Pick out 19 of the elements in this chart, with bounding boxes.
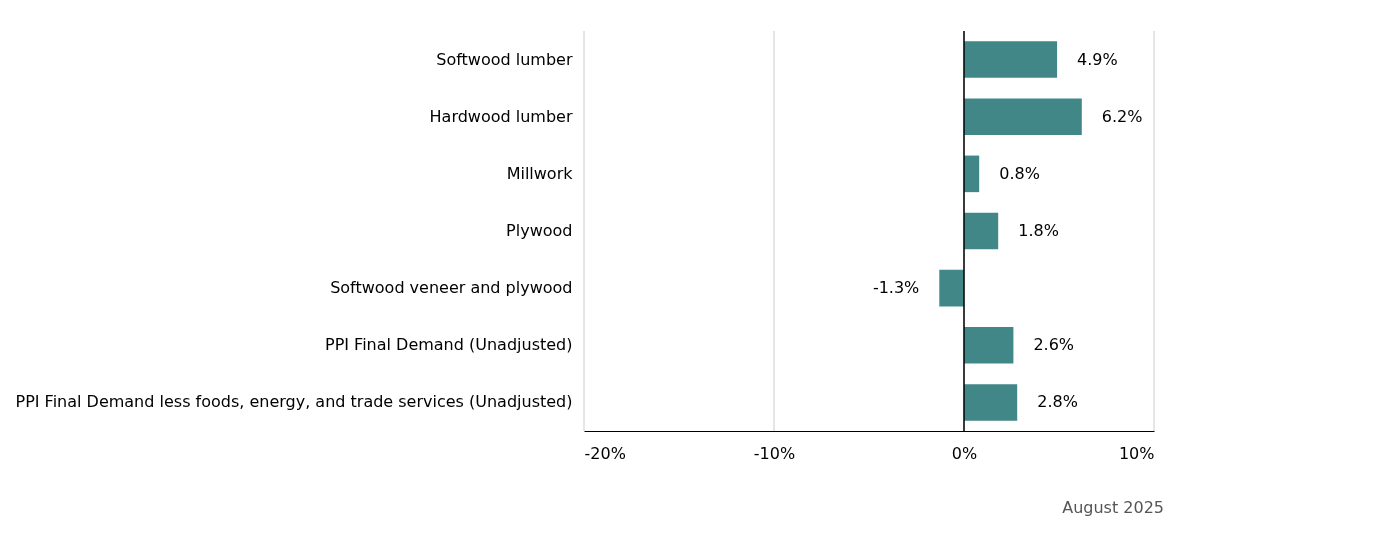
y-tick-label: Softwood lumber — [436, 49, 573, 69]
data-label: 2.6% — [1033, 335, 1075, 355]
data-label: -1.3% — [872, 278, 920, 298]
y-tick-label: PPI Final Demand less foods, energy, and trade services (Unadjusted) — [15, 392, 573, 412]
data-label: 1.8% — [1018, 221, 1059, 240]
data-label: 4.9% — [1077, 49, 1118, 69]
data-label: 0.8% — [999, 163, 1040, 183]
y-tick-label: Softwood veneer and plywood — [330, 278, 573, 298]
x-tick-label: 10% — [1118, 443, 1155, 463]
y-tick-label: Hardwood lumber — [429, 106, 573, 126]
x-tick-label: 0% — [951, 443, 978, 463]
y-tick-label: Millwork — [506, 163, 574, 183]
y-tick-label: PPI Final Demand (Unadjusted) — [325, 335, 573, 355]
y-tick-label: Plywood — [506, 221, 573, 240]
data-label: 6.2% — [1101, 106, 1143, 126]
data-label: 2.8% — [1037, 392, 1078, 412]
x-tick-label: -20% — [584, 443, 626, 463]
x-tick-label: -10% — [753, 443, 796, 463]
text: August 2025 — [1062, 498, 1164, 517]
